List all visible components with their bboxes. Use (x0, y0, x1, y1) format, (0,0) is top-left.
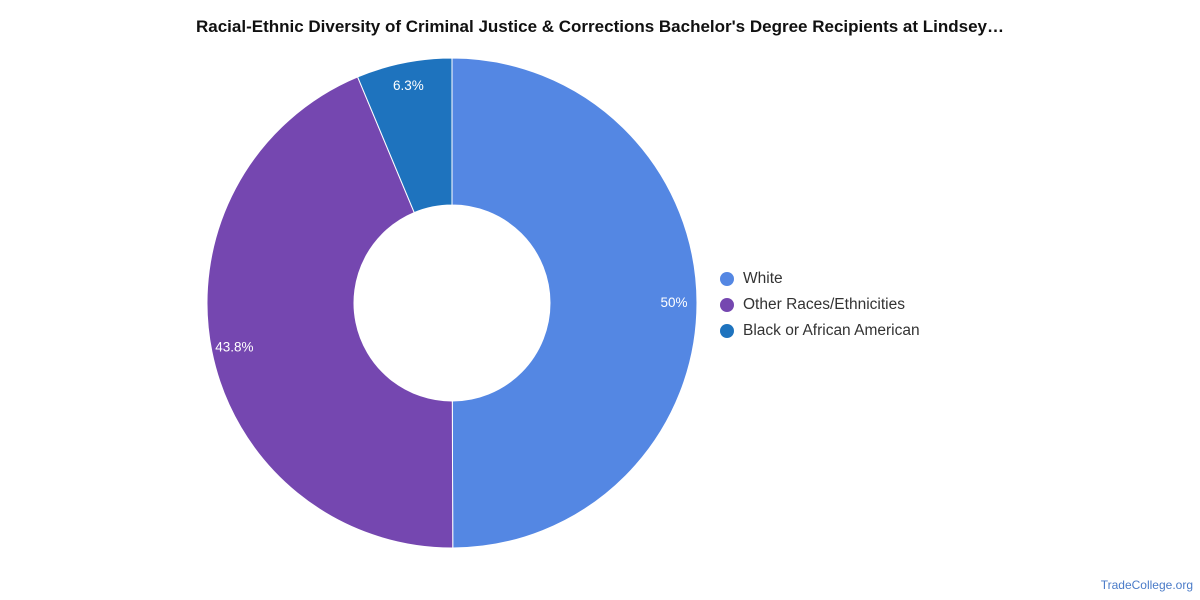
chart-legend: White Other Races/Ethnicities Black or A… (720, 266, 920, 344)
legend-item-other-races[interactable]: Other Races/Ethnicities (720, 292, 920, 318)
legend-label-black-african-american: Black or African American (743, 322, 920, 339)
legend-item-white[interactable]: White (720, 266, 920, 292)
legend-label-white: White (743, 270, 783, 287)
slice-label-black-or-african-american: 6.3% (393, 78, 424, 93)
legend-swatch-white (720, 272, 734, 286)
slice-white[interactable] (451, 57, 698, 549)
chart-title: Racial-Ethnic Diversity of Criminal Just… (195, 17, 1004, 36)
slice-label-white: 50% (660, 295, 687, 310)
slice-label-other-races-ethnicities: 43.8% (215, 339, 253, 354)
slice-other-races-ethnicities[interactable] (206, 76, 454, 549)
slice-black-or-african-american[interactable] (356, 57, 453, 214)
legend-swatch-other-races (720, 298, 734, 312)
legend-swatch-black-african-american (720, 324, 734, 338)
legend-label-other-races: Other Races/Ethnicities (743, 296, 905, 313)
legend-item-black-african-american[interactable]: Black or African American (720, 318, 920, 344)
source-watermark[interactable]: TradeCollege.org (1100, 578, 1193, 592)
